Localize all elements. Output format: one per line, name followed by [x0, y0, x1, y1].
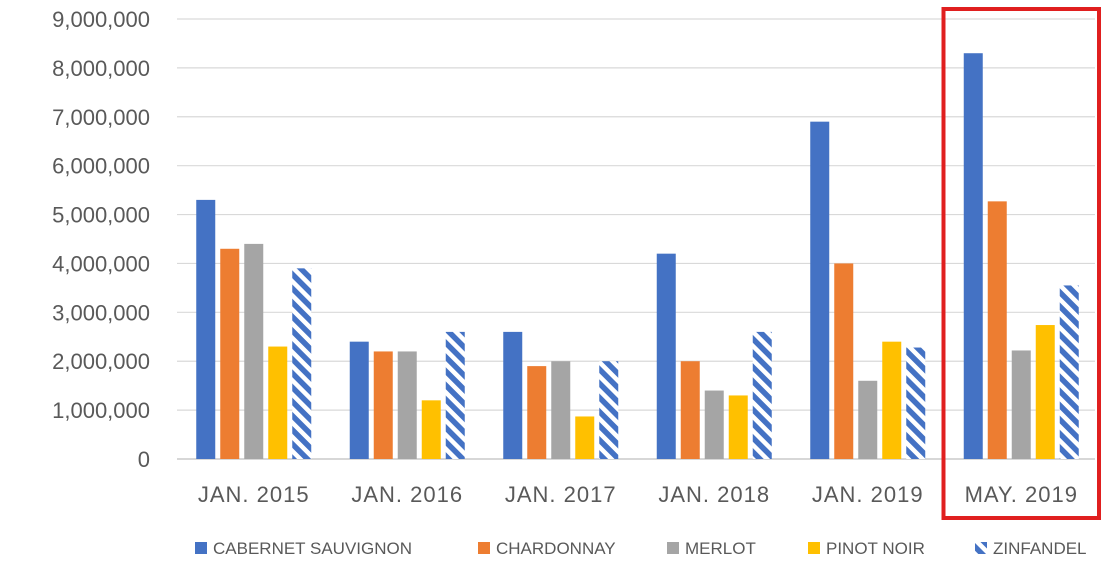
- y-tick-label: 1,000,000: [52, 398, 150, 423]
- bar-merlot-2: [551, 361, 571, 459]
- y-tick-label: 0: [138, 447, 150, 472]
- bar-cabernet-sauvignon-2: [503, 331, 523, 459]
- x-tick-label: JAN. 2018: [658, 482, 770, 507]
- legend-label: CABERNET SAUVIGNON: [213, 539, 412, 558]
- bar-chardonnay-4: [834, 263, 854, 459]
- bar-cabernet-sauvignon-3: [656, 253, 676, 459]
- bar-zinfandel-0: [292, 268, 312, 459]
- bar-pinot-noir-2: [575, 416, 595, 459]
- bar-chardonnay-3: [680, 361, 700, 459]
- x-tick-label: JAN. 2015: [198, 482, 310, 507]
- bar-merlot-4: [858, 380, 878, 459]
- bar-merlot-1: [397, 351, 417, 459]
- bars: [196, 53, 1079, 460]
- bar-pinot-noir-5: [1035, 325, 1055, 459]
- bar-zinfandel-1: [445, 331, 465, 459]
- legend: CABERNET SAUVIGNON CHARDONNAY MERLOT PINOT …: [195, 539, 1087, 558]
- legend-label: CHARDONNAY: [496, 539, 616, 558]
- gridlines: [177, 18, 1095, 460]
- bar-merlot-0: [244, 243, 264, 459]
- y-tick-label: 2,000,000: [52, 349, 150, 374]
- bar-pinot-noir-4: [882, 341, 902, 459]
- bar-chardonnay-0: [220, 248, 240, 459]
- bar-merlot-3: [704, 390, 724, 459]
- x-tick-label: JAN. 2016: [351, 482, 463, 507]
- legend-swatch: [667, 542, 679, 554]
- y-tick-label: 3,000,000: [52, 300, 150, 325]
- legend-label: PINOT NOIR: [826, 539, 925, 558]
- bar-zinfandel-3: [752, 331, 772, 459]
- y-tick-label: 4,000,000: [52, 251, 150, 276]
- y-axis: 0 1,000,000 2,000,000 3,000,000 4,000,000 5,0…: [52, 7, 150, 472]
- bar-cabernet-sauvignon-1: [349, 341, 369, 459]
- legend-swatch: [975, 542, 987, 554]
- bar-cabernet-sauvignon-4: [810, 121, 830, 460]
- y-tick-label: 5,000,000: [52, 203, 150, 228]
- legend-swatch: [195, 542, 207, 554]
- x-tick-label: JAN. 2017: [505, 482, 617, 507]
- bar-chardonnay-2: [527, 366, 547, 459]
- x-tick-label: MAY. 2019: [965, 482, 1078, 507]
- bar-pinot-noir-1: [421, 400, 441, 459]
- bar-chardonnay-5: [987, 201, 1007, 459]
- y-tick-label: 6,000,000: [52, 154, 150, 179]
- bar-zinfandel-2: [599, 361, 619, 459]
- y-tick-label: 9,000,000: [52, 7, 150, 32]
- x-tick-label: JAN. 2019: [812, 482, 924, 507]
- x-axis: JAN. 2015 JAN. 2016 JAN. 2017 JAN. 2018 JAN.…: [198, 482, 1078, 507]
- legend-label: MERLOT: [685, 539, 756, 558]
- bar-chardonnay-1: [373, 351, 393, 459]
- legend-label: ZINFANDEL: [993, 539, 1087, 558]
- legend-swatch: [478, 542, 490, 554]
- y-tick-label: 7,000,000: [52, 105, 150, 130]
- bar-cabernet-sauvignon-0: [196, 199, 216, 459]
- legend-swatch: [808, 542, 820, 554]
- bar-pinot-noir-3: [728, 395, 748, 459]
- highlight-box: [941, 7, 1101, 520]
- bar-zinfandel-4: [906, 347, 926, 459]
- bar-cabernet-sauvignon-5: [963, 53, 983, 459]
- highlight-rectangle: [941, 7, 1101, 520]
- bar-merlot-5: [1011, 350, 1031, 459]
- bar-zinfandel-5: [1059, 285, 1079, 459]
- bar-pinot-noir-0: [268, 346, 288, 459]
- y-tick-label: 8,000,000: [52, 56, 150, 81]
